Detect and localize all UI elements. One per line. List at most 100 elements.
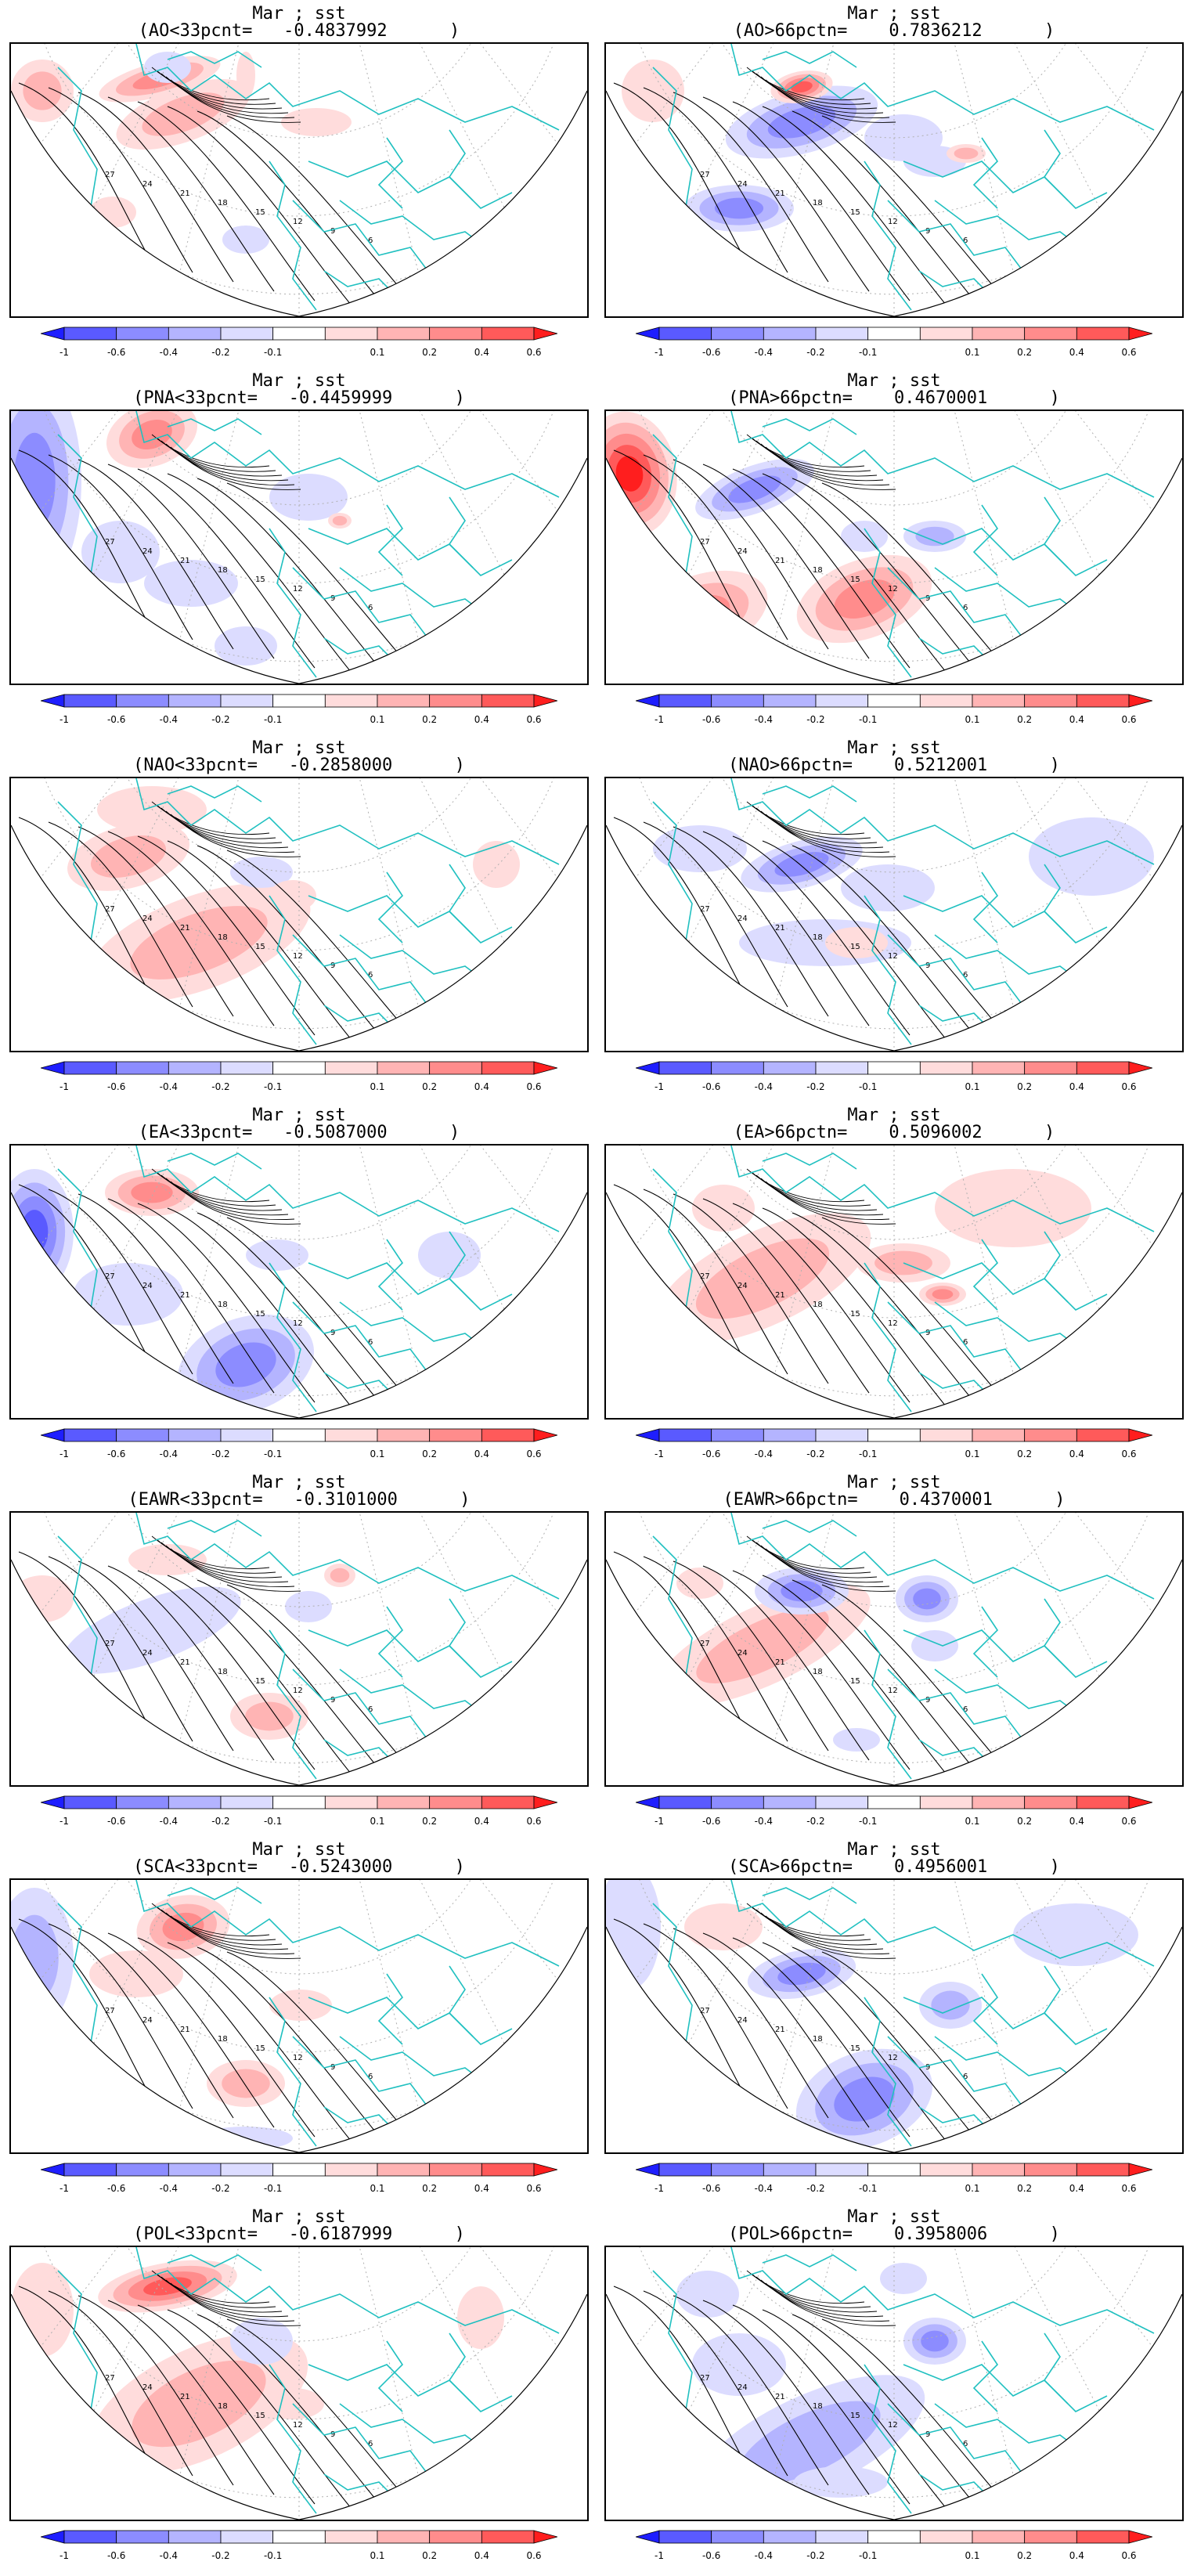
colorbar-tick-label: -0.2 (806, 347, 824, 358)
colorbar-tick-label: -0.6 (702, 1081, 720, 1092)
colorbar-swatch (711, 2530, 764, 2544)
colorbar-swatch (481, 1795, 535, 1809)
map-boundary (11, 457, 587, 684)
contour-label: 18 (218, 2402, 228, 2411)
colorbar-tick-label: 0.6 (526, 1449, 541, 1459)
coastline (339, 2036, 497, 2092)
map-boundary (606, 457, 1182, 684)
colorbar-tick-label: 0.6 (1121, 1816, 1136, 1827)
sst-contour (673, 92, 829, 283)
coastline (762, 2254, 857, 2271)
anomaly-shade (246, 1239, 308, 1271)
anomaly-shade (915, 526, 954, 547)
map-panel-pol-hi: Mar ; sst (POL>66pctn= 0.3958006 ) 27 24 21 1… (604, 2208, 1184, 2574)
colorbar-swatch (972, 2163, 1026, 2177)
contour-label: 9 (925, 1329, 930, 1337)
map-panel-pna-hi: Mar ; sst (PNA>66pctn= 0.4670001 ) 27 24 21 1… (604, 372, 1184, 738)
colorbar: -1-0.6-0.4-0.2-0.10.10.20.40.61 (636, 693, 1152, 735)
sst-contour (167, 1575, 356, 1780)
sst-contour (48, 2290, 193, 2477)
panel-title: Mar ; sst (252, 738, 346, 758)
anomaly-shade (222, 2069, 270, 2098)
colorbar-swatch (815, 1061, 869, 1075)
anomaly-shade (794, 2466, 888, 2498)
contour-label: 21 (180, 1658, 190, 1667)
sst-contour (197, 110, 397, 316)
colorbar-svg: -1-0.6-0.4-0.2-0.10.10.20.40.61 (41, 2163, 557, 2194)
panel-title: Mar ; sst (252, 371, 346, 391)
contour-label: 15 (850, 208, 860, 217)
map-boundary (606, 1192, 1182, 1418)
colorbar-tick-label: 0.6 (1121, 1449, 1136, 1459)
sst-contour (613, 1184, 748, 1366)
sst-contour (170, 446, 295, 486)
sst-contour (613, 82, 748, 264)
map-boundary (11, 824, 587, 1051)
anomaly-shade (230, 2318, 293, 2365)
sst-contour (673, 1560, 829, 1752)
colorbar-swatch (116, 2530, 169, 2544)
coastline (448, 1231, 474, 1303)
map-panel-ea-lo: Mar ; sst (EA<33pcnt= -0.5087000 ) 27 24 21 1… (9, 1106, 589, 1473)
colorbar-swatch (815, 2530, 869, 2544)
colorbar-tick-label: 0.4 (474, 2183, 489, 2194)
colorbar-tick-label: -1 (60, 714, 69, 725)
anomaly-shade (841, 864, 935, 911)
contour-label: 6 (368, 2073, 373, 2081)
coastline (167, 1520, 262, 1537)
sst-contour (762, 473, 951, 678)
contour-label: 18 (218, 1301, 228, 1309)
contour-label: 18 (813, 2035, 823, 2044)
sst-contour (107, 1932, 275, 2128)
panel-subtitle: (NAO<33pcnt= -0.2858000 ) (133, 756, 465, 775)
colorbar-swatch (220, 1428, 274, 1442)
sst-contour (770, 2286, 896, 2326)
map-frame: 27 24 21 18 15 12 9 6 (9, 1878, 589, 2154)
coastline (762, 1887, 857, 1904)
coastline (903, 528, 1108, 576)
colorbar-swatch (324, 327, 378, 341)
contour-label: 9 (925, 227, 930, 236)
coastline (903, 2364, 1108, 2412)
colorbar-tick-label: -0.4 (160, 1081, 178, 1092)
coastline (972, 1973, 999, 2045)
colorbar-swatch (1024, 327, 1077, 341)
coastline (887, 1301, 1030, 1381)
colorbar-swatch (972, 1795, 1026, 1809)
map-frame: 27 24 21 18 15 12 9 6 (9, 42, 589, 318)
colorbar-tick-label: -0.1 (859, 714, 877, 725)
panel-subtitle: (AO>66pctn= 0.7836212 ) (733, 21, 1055, 41)
colorbar-tick-label: 0.4 (1069, 2550, 1084, 2561)
sst-contour (762, 840, 951, 1045)
contour-label: 27 (105, 171, 115, 179)
sst-contour (48, 1189, 193, 1375)
contour-label: 6 (368, 971, 373, 980)
map-panel-eawr-hi: Mar ; sst (EAWR>66pctn= 0.4370001 ) 27 24 21… (604, 1474, 1184, 1840)
sst-contour (107, 464, 275, 659)
sst-contour (48, 87, 193, 273)
colorbar-swatch (272, 2163, 326, 2177)
latitude-gridline (11, 778, 587, 1030)
latitude-gridline (11, 1145, 587, 1397)
coastline (730, 1145, 1155, 1232)
sst-contour (760, 2279, 884, 2318)
colorbar: -1-0.6-0.4-0.2-0.10.10.20.40.61 (636, 2162, 1152, 2204)
panel-subtitle: (SCA>66pctn= 0.4956001 ) (728, 1857, 1060, 1877)
colorbar-tick-label: -0.4 (755, 1449, 773, 1459)
sst-contour (167, 840, 356, 1045)
colorbar-tick-label: 0.4 (1069, 2183, 1084, 2194)
colorbar: -1-0.6-0.4-0.2-0.10.10.20.40.61 (41, 1060, 557, 1102)
panel-title: Mar ; sst (847, 1106, 941, 1125)
contour-label: 18 (218, 1668, 228, 1676)
latitude-gridline (11, 2247, 587, 2498)
anomaly-shade (418, 1232, 481, 1279)
colorbar-tick-label: 0.1 (965, 2550, 979, 2561)
panel-title: Mar ; sst (847, 1840, 941, 1860)
colorbar-tick-label: 0.6 (1121, 347, 1136, 358)
colorbar-tick-label: -0.6 (107, 1816, 125, 1827)
sst-contour (167, 2309, 356, 2514)
colorbar-swatch (533, 327, 557, 341)
coastline (448, 1965, 474, 2037)
colorbar-tick-label: -0.6 (702, 2183, 720, 2194)
colorbar-swatch (711, 1795, 764, 1809)
